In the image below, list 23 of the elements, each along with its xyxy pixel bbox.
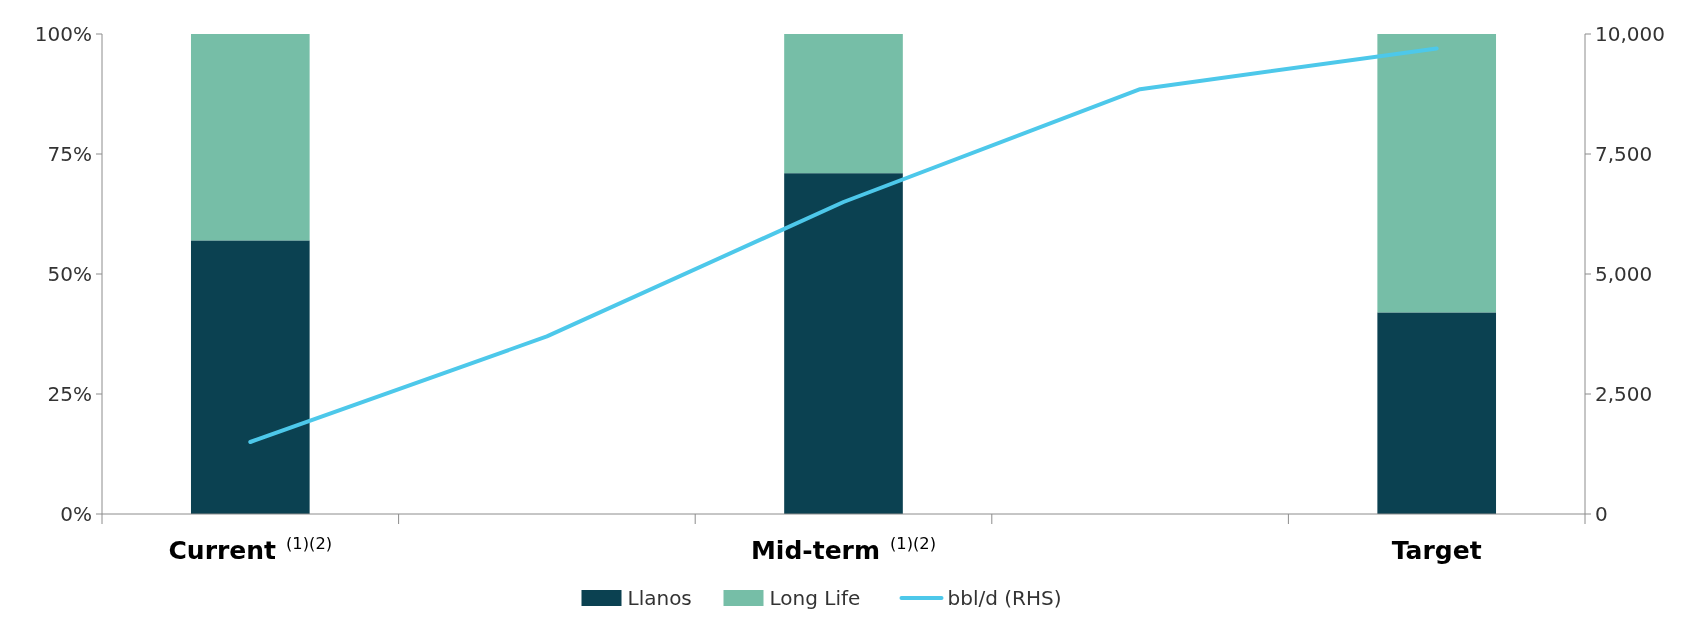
y2-tick-label: 7,500 — [1595, 142, 1653, 166]
y-tick-label: 50% — [47, 262, 92, 286]
x-tick-label: Current$^{(1)(2)}$ — [168, 534, 333, 565]
y2-tick-label: 2,500 — [1595, 382, 1653, 406]
y2-tick-label: 10,000 — [1595, 22, 1665, 46]
legend-label: Long Life — [769, 586, 861, 610]
x-tick-label: Mid-term$^{(1)(2)}$ — [750, 534, 937, 565]
legend-label: Llanos — [627, 586, 692, 610]
y2-tick-label: 5,000 — [1595, 262, 1653, 286]
y2-tick-label: 0 — [1595, 502, 1608, 526]
bar — [784, 173, 903, 514]
bar — [1377, 312, 1497, 514]
bar — [190, 34, 310, 241]
x-tick-label: Target — [1391, 536, 1482, 565]
bar — [190, 240, 310, 514]
y-tick-label: 25% — [47, 382, 92, 406]
bar — [784, 34, 903, 174]
bar — [1377, 34, 1497, 313]
line-series — [248, 46, 1439, 444]
legend-label: bbl/d (RHS) — [947, 586, 1062, 610]
y-tick-label: 100% — [34, 22, 92, 46]
y-tick-label: 0% — [60, 502, 92, 526]
y-tick-label: 75% — [47, 142, 92, 166]
